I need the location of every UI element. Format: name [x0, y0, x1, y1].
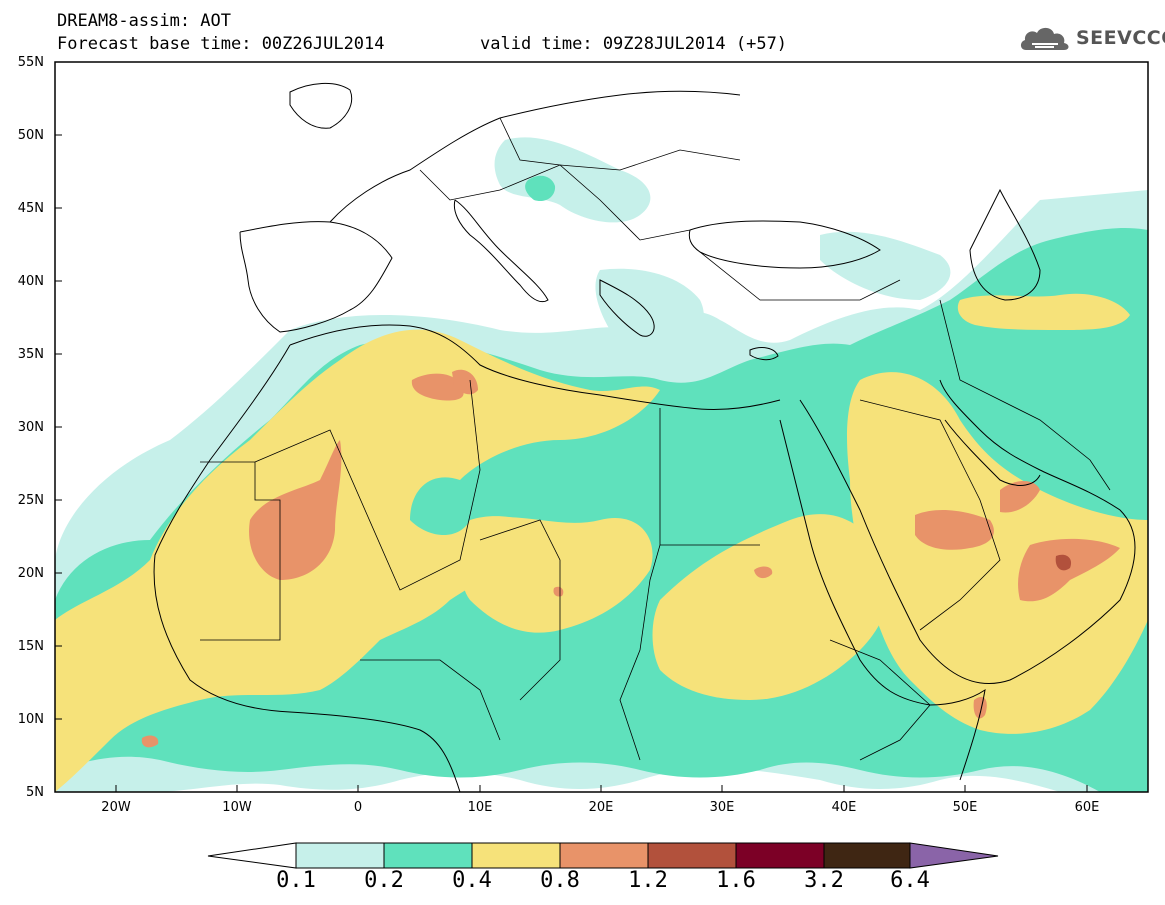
border-iran — [939, 299, 1111, 491]
aot-contour-0.8-libya — [452, 369, 478, 395]
lon-label-40e: 40E — [831, 800, 857, 815]
lon-ticks — [115, 785, 1088, 792]
colorbar-seg-5 — [647, 842, 737, 869]
aot-contour-0.8-oman — [1018, 538, 1120, 602]
colorbar-seg-0 — [207, 842, 297, 869]
lat-label-40n: 40N — [17, 274, 44, 289]
colorbar-seg-3 — [471, 842, 561, 869]
lon-label-10e: 10E — [467, 800, 493, 815]
aot-contour-0.4-lake — [735, 636, 801, 695]
colorbar-seg-7 — [823, 842, 911, 869]
lat-label-30n: 30N — [17, 420, 44, 435]
aot-contour-0.8-sudan — [754, 566, 773, 579]
aot-contour-0.4-sahel — [461, 517, 653, 633]
aot-contour-0.8-uae — [1000, 481, 1040, 513]
political-borders — [200, 117, 1111, 761]
colorbar-label-0.8: 0.8 — [540, 868, 580, 893]
aot-contour-0.1-europe — [494, 137, 651, 223]
aot-contour-0.4-caspian — [957, 293, 1130, 330]
coast-red-sea-west — [779, 419, 931, 706]
colorbar-label-3.2: 3.2 — [804, 868, 844, 893]
coast-cyprus — [749, 347, 779, 361]
colorbar-label-1.2: 1.2 — [628, 868, 668, 893]
lat-label-25n: 25N — [17, 493, 44, 508]
lon-label-20e: 20E — [588, 800, 614, 815]
border-saudi — [859, 399, 1001, 631]
aot-contour-0.1-caspian — [820, 231, 951, 300]
border-mauritania — [200, 461, 281, 641]
colorbar-seg-4 — [559, 842, 649, 869]
aot-contour-0.4-sudan — [652, 514, 891, 700]
border-algeria — [254, 379, 481, 591]
lon-label-20w: 20W — [101, 800, 131, 815]
border-nigeria — [360, 659, 501, 741]
coast-greece — [599, 279, 655, 337]
lat-label-20n: 20N — [17, 566, 44, 581]
lon-label-10w: 10W — [222, 800, 252, 815]
coast-caspian — [969, 188, 1041, 301]
lon-label-30e: 30E — [709, 800, 735, 815]
colorbar-label-1.6: 1.6 — [716, 868, 756, 893]
aot-contour-0.8-somalia — [973, 696, 987, 719]
coast-persian-gulf — [944, 419, 1041, 486]
lat-label-5n: 5N — [26, 785, 44, 800]
aot-contour-0.8-guinea — [141, 735, 159, 748]
chart-title: DREAM8-assim: AOT — [57, 11, 231, 31]
colorbar-seg-6 — [735, 842, 825, 869]
aot-contour-0.8-algeria — [411, 373, 464, 401]
lat-ticks — [55, 61, 62, 793]
lon-label-0: 0 — [353, 800, 363, 815]
coast-west-africa — [153, 344, 461, 792]
lat-label-50n: 50N — [17, 128, 44, 143]
valid-time: valid time: 09Z28JUL2014 (+57) — [480, 34, 788, 54]
lon-label-60e: 60E — [1074, 800, 1100, 815]
coast-north-africa — [289, 324, 781, 411]
aot-contour-1.2-oman — [1055, 554, 1072, 571]
lat-label-35n: 35N — [17, 347, 44, 362]
logo-text: SEEVCCC — [1076, 27, 1165, 49]
aot-contour-0.4 — [55, 329, 660, 792]
border-ethiopia — [829, 639, 931, 761]
aot-contour-0.2-alps — [525, 175, 556, 202]
border-chad — [479, 519, 561, 701]
seevccc-logo: SEEVCCC — [1018, 22, 1165, 56]
lon-label-50e: 50E — [952, 800, 978, 815]
coast-british-isles — [289, 82, 353, 129]
coast-italy — [453, 199, 549, 303]
aot-contour-0.1-balkans — [595, 268, 704, 357]
colorbar — [207, 842, 999, 869]
border-europe-2 — [499, 117, 691, 241]
colorbar-label-6.4: 6.4 — [890, 868, 930, 893]
colorbar-label-0.4: 0.4 — [452, 868, 492, 893]
forecast-base-time: Forecast base time: 00Z26JUL2014 — [57, 34, 385, 54]
colorbar-seg-8 — [909, 842, 999, 869]
lat-label-15n: 15N — [17, 639, 44, 654]
colorbar-label-0.2: 0.2 — [364, 868, 404, 893]
border-turkey — [699, 251, 901, 301]
aot-contour-0.8-chad — [553, 586, 564, 597]
coast-arabia — [799, 379, 1136, 685]
colorbar-seg-1 — [295, 842, 385, 869]
lat-label-55n: 55N — [17, 55, 44, 70]
colorbar-label-0.1: 0.1 — [276, 868, 316, 893]
border-sudan — [619, 544, 661, 761]
cloud-icon — [1020, 27, 1069, 50]
aot-contour-0.8-mauritania — [249, 440, 342, 580]
aot-contour-0.8-rub — [915, 510, 994, 550]
lat-label-45n: 45N — [17, 201, 44, 216]
lat-label-10n: 10N — [17, 712, 44, 727]
colorbar-seg-2 — [383, 842, 473, 869]
coast-iberia — [239, 221, 393, 333]
coast-horn-africa — [929, 688, 986, 781]
